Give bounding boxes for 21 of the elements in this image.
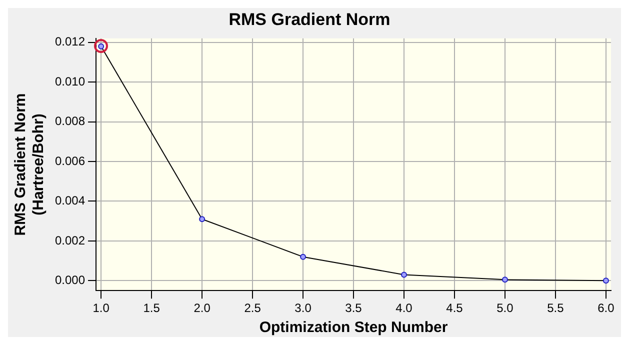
x-axis-title: Optimization Step Number: [259, 319, 448, 336]
y-tick-label: 0.012: [55, 34, 86, 49]
chart-title: RMS Gradient Norm: [228, 10, 390, 29]
y-tick-label: 0.006: [55, 154, 86, 168]
x-tick-label: 6.0: [598, 301, 615, 316]
x-tick-label: 5.0: [496, 301, 514, 316]
x-tick-label: 2.0: [194, 301, 211, 316]
y-tick-label: 0.004: [55, 194, 86, 208]
y-tick-label: 0.010: [55, 74, 86, 88]
x-tick-label: 4.5: [446, 301, 464, 316]
x-tick-label: 5.5: [547, 301, 564, 316]
y-tick-label: 0.002: [55, 233, 86, 248]
y-axis-title: RMS Gradient Norm (Hartree/Bohr): [12, 93, 48, 236]
x-tick-label: 1.0: [92, 301, 110, 316]
y-tick-label: 0.008: [55, 114, 86, 128]
x-tick-label: 4.0: [396, 301, 413, 316]
x-tick-label: 3.0: [294, 301, 312, 316]
x-tick-label: 2.5: [244, 301, 262, 316]
x-tick-label: 1.5: [143, 301, 160, 316]
x-tick-label: 3.5: [345, 301, 362, 316]
y-tick-label: 0.000: [55, 272, 86, 287]
